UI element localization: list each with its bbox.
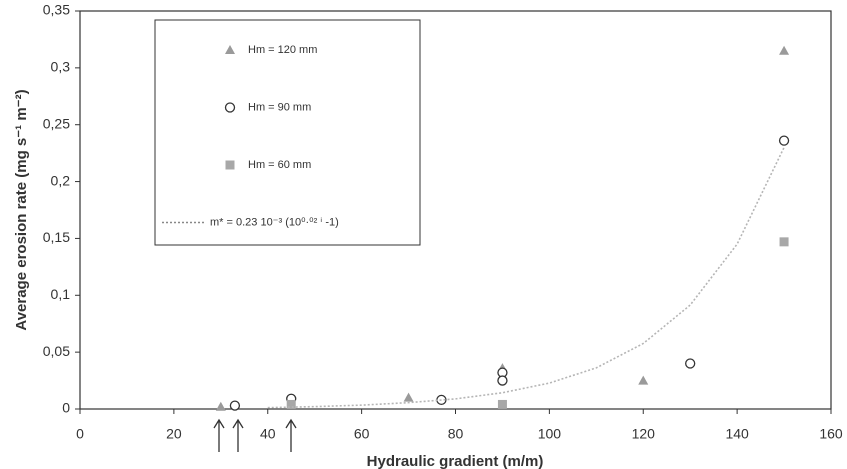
circle-point bbox=[229, 400, 241, 411]
x-tick-label: 100 bbox=[538, 426, 562, 442]
y-tick-label: 0 bbox=[62, 400, 70, 416]
arrow bbox=[213, 418, 225, 452]
y-tick-label: 0,05 bbox=[43, 343, 70, 359]
y-tick-label: 0,2 bbox=[51, 172, 71, 188]
legend-label: Hm = 90 mm bbox=[248, 101, 311, 113]
legend-label: m* = 0.23 10⁻³ (10⁰·⁰² ⁱ -1) bbox=[210, 216, 339, 228]
circle-point bbox=[685, 358, 696, 369]
y-tick-label: 0,25 bbox=[43, 115, 70, 131]
x-tick-label: 20 bbox=[166, 426, 182, 442]
x-tick-label: 0 bbox=[76, 426, 84, 442]
triangle-point bbox=[779, 45, 790, 55]
triangle-point bbox=[403, 392, 414, 402]
legend-label: Hm = 60 mm bbox=[248, 159, 311, 171]
x-tick-label: 120 bbox=[632, 426, 656, 442]
legend-label: Hm = 120 mm bbox=[248, 44, 317, 56]
square-point bbox=[286, 399, 296, 409]
legend-marker bbox=[225, 160, 235, 170]
arrows bbox=[213, 418, 297, 452]
legend-box bbox=[154, 19, 421, 246]
x-tick-label: 140 bbox=[725, 426, 749, 442]
arrow bbox=[232, 418, 244, 452]
legend-marker bbox=[225, 45, 235, 54]
x-tick-label: 40 bbox=[260, 426, 276, 442]
triangle-point bbox=[215, 401, 226, 411]
legend-marker bbox=[224, 102, 236, 113]
circle-point bbox=[497, 375, 508, 386]
y-tick-label: 0,35 bbox=[43, 2, 70, 18]
circle-point bbox=[778, 135, 790, 146]
square-point bbox=[497, 399, 507, 409]
triangle-point bbox=[638, 375, 649, 385]
arrow bbox=[285, 418, 297, 452]
x-tick-label: 160 bbox=[819, 426, 843, 442]
y-axis-title: Average erosion rate (mg s⁻¹ m⁻²) bbox=[13, 89, 30, 330]
x-tick-label: 80 bbox=[448, 426, 464, 442]
y-tick-label: 0,15 bbox=[43, 229, 70, 245]
y-tick-label: 0,3 bbox=[51, 59, 71, 75]
x-tick-label: 60 bbox=[354, 426, 370, 442]
x-axis-title: Hydraulic gradient (m/m) bbox=[367, 453, 544, 469]
y-tick-label: 0,1 bbox=[51, 286, 71, 302]
square-point bbox=[779, 237, 789, 247]
